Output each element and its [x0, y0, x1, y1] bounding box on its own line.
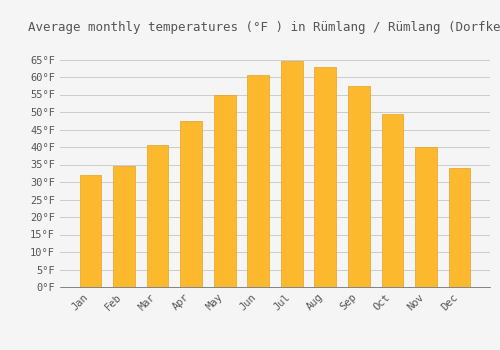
Bar [80, 175, 102, 287]
Bar [180, 121, 202, 287]
Bar [348, 86, 370, 287]
Bar [214, 94, 236, 287]
Bar [382, 114, 404, 287]
Bar [113, 166, 135, 287]
Bar [415, 147, 437, 287]
Bar [146, 145, 169, 287]
Title: Average monthly temperatures (°F ) in Rümlang / Rümlang (Dorfkern): Average monthly temperatures (°F ) in Rü… [28, 21, 500, 34]
Bar [448, 168, 470, 287]
Bar [281, 61, 302, 287]
Bar [314, 66, 336, 287]
Bar [248, 75, 269, 287]
